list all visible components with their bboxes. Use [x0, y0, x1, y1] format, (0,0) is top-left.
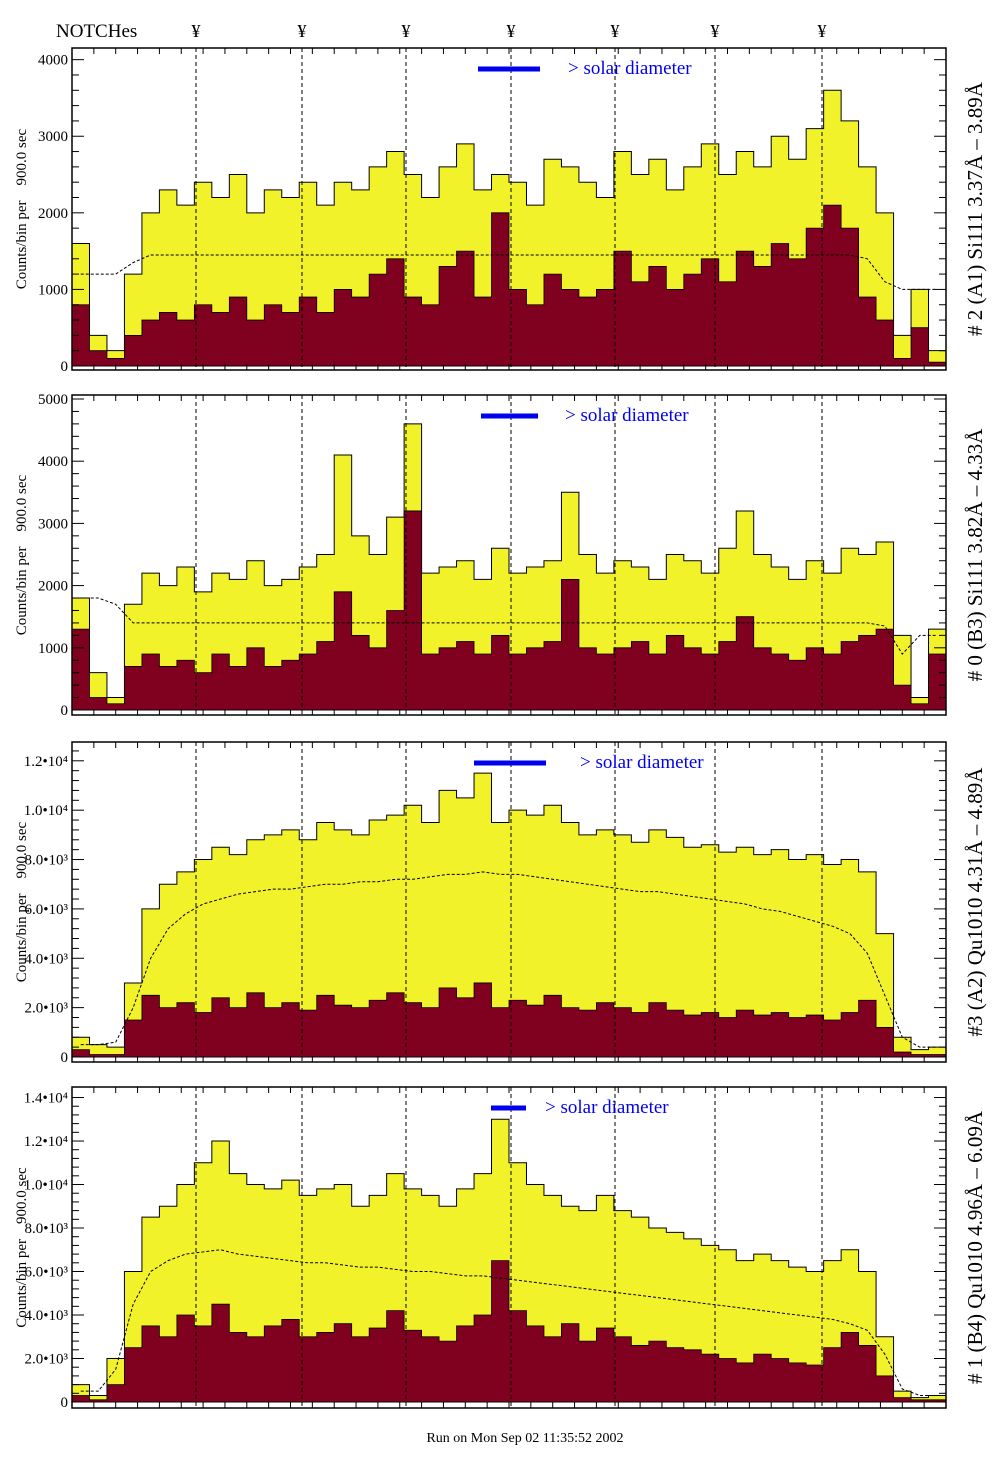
y-tick-label: 0	[61, 1395, 69, 1411]
notch-marker: ¥	[818, 21, 827, 41]
y-tick-label: 0	[61, 703, 69, 719]
legend-label: > solar diameter	[545, 1097, 669, 1118]
y-tick-label: 2.0•10³	[25, 1001, 69, 1017]
model-curve	[80, 597, 938, 655]
y-tick-label: 6.0•10³	[25, 902, 69, 918]
notch-marker: ¥	[507, 21, 516, 41]
y-tick-label: 1.0•10⁴	[24, 803, 68, 819]
y-tick-label: 1.2•10⁴	[24, 754, 68, 770]
notch-marker: ¥	[711, 21, 720, 41]
notch-marker: ¥	[611, 21, 620, 41]
total-histogram	[71, 772, 947, 1058]
panel-title: # 2 (A1) Si111 3.37Å – 3.89Å	[963, 81, 987, 336]
notch-marker: ¥	[298, 21, 307, 41]
y-tick-label: 2000	[38, 206, 68, 222]
y-axis-label: Counts/bin per 900.0 sec	[14, 821, 30, 982]
y-tick-label: 1000	[38, 641, 68, 657]
subset-histogram	[71, 982, 947, 1058]
panel-title: # 1 (B4) Qu1010 4.96Å – 6.09Å	[963, 1110, 987, 1384]
panel-title: #3 (A2) Qu1010 4.31Å – 4.89Å	[963, 767, 987, 1037]
panel-1: 0 1000 2000 3000 4000 5000 Counts/bin per 900.…	[14, 392, 987, 719]
panel-title: # 0 (B3) Si111 3.82Å – 4.33Å	[963, 428, 987, 682]
run-timestamp: Run on Mon Sep 02 11:35:52 2002	[426, 1431, 623, 1446]
model-curve	[80, 871, 938, 1048]
subset-histogram	[71, 510, 947, 711]
notch-marker: ¥	[192, 21, 201, 41]
y-axis-label: Counts/bin per 900.0 sec	[14, 128, 30, 289]
y-tick-label: 1.4•10⁴	[24, 1091, 68, 1107]
y-axis-label: Counts/bin per 900.0 sec	[14, 474, 30, 635]
notches-label: NOTCHes	[56, 21, 137, 42]
y-tick-label: 4.0•10³	[25, 951, 69, 967]
y-tick-label: 4000	[38, 454, 68, 470]
y-tick-label: 2.0•10³	[25, 1352, 69, 1368]
y-tick-label: 5000	[38, 392, 68, 408]
y-tick-label: 2000	[38, 579, 68, 595]
y-tick-label: 3000	[38, 129, 68, 145]
y-tick-label: 3000	[38, 516, 68, 532]
legend-label: > solar diameter	[565, 405, 689, 426]
total-histogram	[71, 423, 947, 711]
y-tick-label: 0	[61, 1050, 69, 1066]
y-tick-label: 4.0•10³	[25, 1308, 69, 1324]
legend-label: > solar diameter	[580, 752, 704, 773]
subset-histogram	[71, 204, 947, 367]
y-tick-label: 1.2•10⁴	[24, 1134, 68, 1150]
panel-0: 0 1000 2000 3000 4000 Counts/bin per 900.0 se…	[14, 47, 987, 375]
panel-3: 0 2.0•10³ 4.0•10³ 6.0•10³ 8.0•10³ 1.0•10⁴ 1.2•…	[14, 1086, 987, 1411]
model-curve	[80, 254, 938, 290]
y-tick-label: 1.0•10⁴	[24, 1178, 68, 1194]
legend-label: > solar diameter	[568, 58, 692, 79]
y-tick-label: 0	[61, 359, 69, 375]
y-tick-label: 1000	[38, 282, 68, 298]
panel-2: 0 2.0•10³ 4.0•10³ 6.0•10³ 8.0•10³ 1.0•10⁴ 1.2•…	[14, 741, 987, 1066]
y-tick-label: 6.0•10³	[25, 1265, 69, 1281]
y-tick-label: 8.0•10³	[25, 853, 69, 869]
model-curve	[80, 1249, 938, 1396]
y-tick-label: 4000	[38, 53, 68, 69]
notch-marker: ¥	[402, 21, 411, 41]
subset-histogram	[71, 1260, 947, 1403]
y-tick-label: 8.0•10³	[25, 1221, 69, 1237]
y-axis-label: Counts/bin per 900.0 sec	[14, 1167, 30, 1328]
